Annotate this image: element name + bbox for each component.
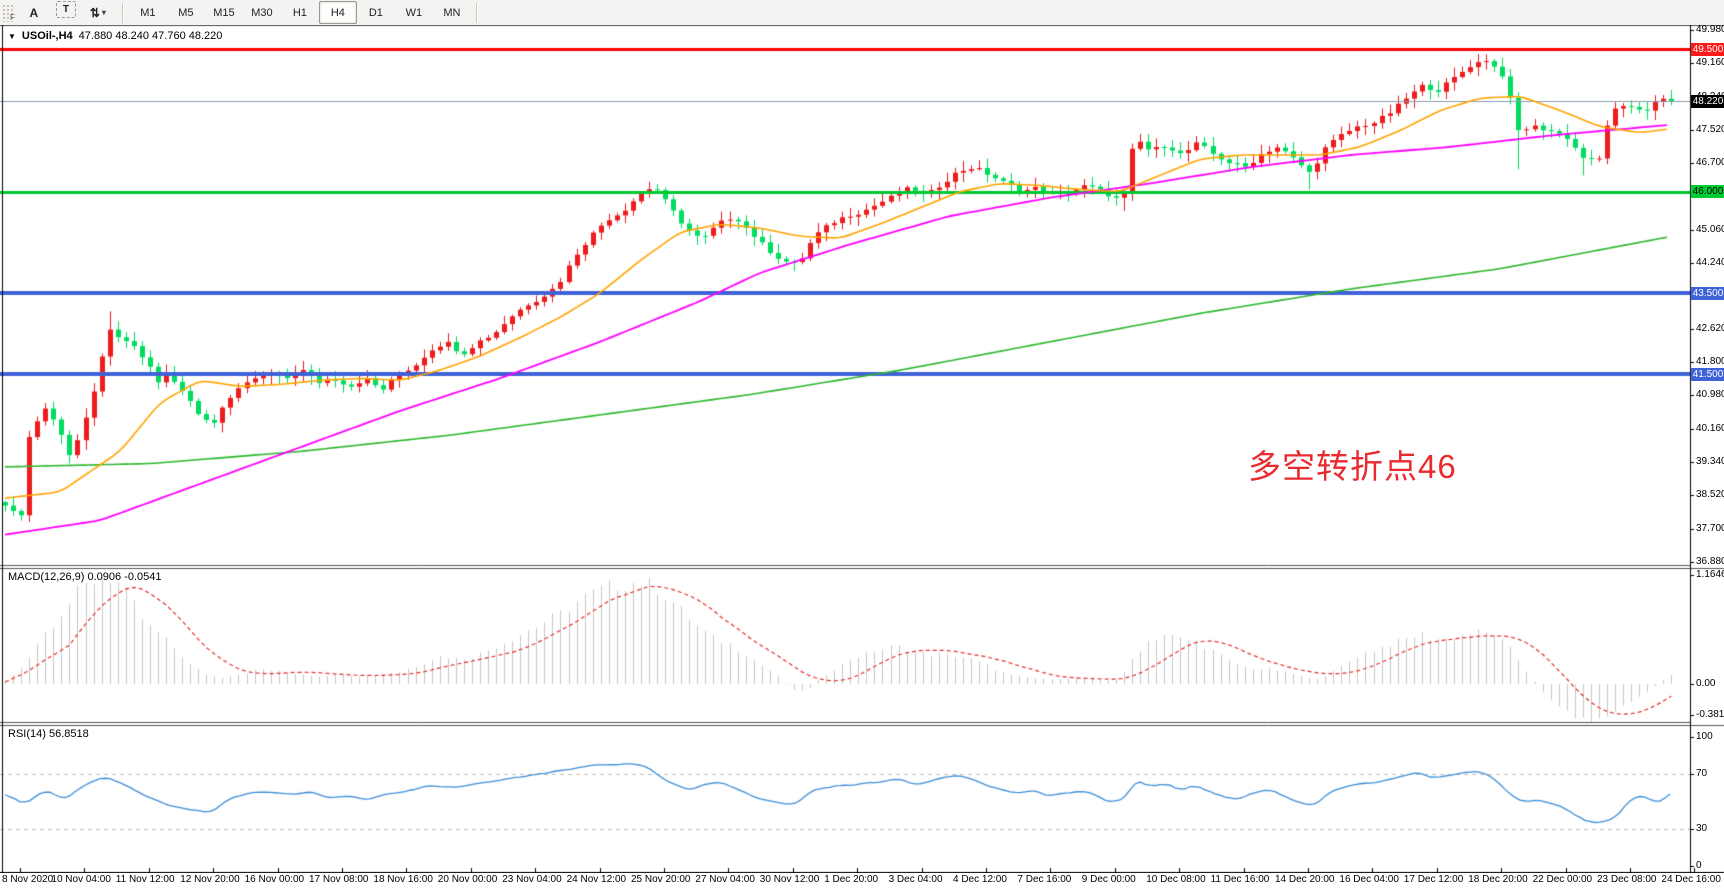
time-axis-label: 7 Dec 16:00 [1017,874,1072,885]
price-tick-label: 49.160 [1696,57,1724,69]
price-level-badge: 48.220 [1691,94,1724,108]
time-axis[interactable]: 8 Nov 2020 10 Nov 04:00 11 Nov 12:00 12 Nov… [0,874,1724,893]
dropdown-caret-icon[interactable]: ▾ [101,8,106,17]
rsi-axis-label: 0 [1696,860,1702,871]
time-axis-label: 8 Nov 2020 [2,874,54,885]
chart-annotation: 多空转折点46 [1248,448,1457,485]
toolbar-separator [475,2,478,23]
price-level-badge: 49.500 [1691,42,1724,56]
price-level-badge: 43.500 [1691,286,1724,300]
price-level-badge: 46.000 [1691,185,1724,199]
macd-pane-label: MACD(12,26,9) 0.0906 -0.0541 [8,571,162,583]
macd-axis-label: -0.3812 [1696,709,1724,720]
time-axis-label: 12 Nov 20:00 [180,874,240,885]
time-axis-label: 16 Nov 00:00 [244,874,305,885]
font-tool-icon[interactable]: A [29,5,39,20]
rsi-axis-label: 70 [1696,768,1708,780]
price-tick-label: 42.620 [1696,322,1724,334]
macd-axis-label: 0.00 [1696,678,1716,689]
time-axis-label: 22 Dec 00:00 [1532,874,1593,885]
time-axis-label: 14 Dec 20:00 [1275,874,1335,885]
price-axis[interactable]: 49.98049.16048.34047.52046.70045.88045.0… [1691,24,1724,873]
price-level-badge: 41.500 [1691,367,1724,381]
toolbar-grip-label: F [10,13,15,22]
timeframe-button-m15[interactable]: M15 [213,6,235,19]
toolbar-separator [121,2,124,23]
price-tick-label: 37.700 [1696,522,1724,534]
time-axis-label: 17 Dec 12:00 [1403,874,1464,885]
rsi-axis-label: 30 [1696,822,1708,834]
price-tick-label: 44.240 [1696,257,1724,269]
chart-title: ▼ USOil-,H4 47.880 48.240 47.760 48.220 [8,30,222,42]
timeframe-button-h4[interactable]: H4 [318,1,357,24]
arrow-objects-icon[interactable]: ⇅ ▾ [89,5,106,20]
time-axis-label: 11 Dec 16:00 [1210,874,1270,885]
rsi-axis-label: 100 [1696,731,1713,742]
time-axis-label: 11 Nov 12:00 [115,874,175,885]
toolbar: F A T ⇅ ▾ M1 M5 M15 M30 H1 H4 D1 W1 MN [0,0,1724,26]
rsi-pane-label: RSI(14) 56.8518 [8,728,89,740]
price-tick-label: 36.880 [1696,555,1724,567]
timeframe-button-w1[interactable]: W1 [405,6,423,19]
time-axis-label: 18 Dec 20:00 [1468,874,1528,885]
timeframe-buttons-group: M1 M5 M15 M30 H1 H4 D1 W1 MN [129,1,471,24]
price-tick-label: 45.060 [1696,223,1724,235]
time-axis-label: 3 Dec 04:00 [888,874,943,885]
time-axis-label: 10 Nov 04:00 [51,874,111,885]
time-axis-label: 20 Nov 00:00 [437,874,498,885]
tool-icons-group: A T ⇅ ▾ [15,1,117,24]
timeframe-button-m30[interactable]: M30 [251,6,273,19]
price-tick-label: 41.800 [1696,356,1724,368]
rsi-label: RSI(14) [8,728,46,740]
time-axis-label: 10 Dec 08:00 [1146,874,1206,885]
time-axis-label: 18 Nov 16:00 [373,874,433,885]
time-axis-label: 23 Nov 04:00 [502,874,562,885]
price-tick-label: 39.340 [1696,455,1724,467]
time-axis-label: 9 Dec 00:00 [1081,874,1136,885]
symbol-dropdown-icon[interactable]: ▼ [8,31,16,41]
price-tick-label: 40.980 [1696,389,1724,401]
toolbar-grip-icon[interactable] [2,3,14,22]
time-axis-label: 4 Dec 12:00 [953,874,1007,885]
price-tick-label: 47.520 [1696,123,1724,135]
time-axis-label: 24 Dec 16:00 [1661,874,1721,885]
price-tick-label: 38.520 [1696,489,1724,501]
macd-label: MACD(12,26,9) [8,571,85,583]
rsi-value: 56.8518 [48,728,89,740]
price-tick-label: 49.980 [1696,24,1724,35]
price-tick-label: 40.160 [1696,422,1724,434]
time-axis-label: 1 Dec 20:00 [824,874,879,885]
time-axis-label: 16 Dec 04:00 [1339,874,1399,885]
time-axis-label: 23 Dec 08:00 [1597,874,1657,885]
text-label-tool-icon[interactable]: T [55,1,76,18]
price-tick-label: 46.700 [1696,157,1724,169]
symbol-label: USOil-,H4 [21,30,73,42]
timeframe-button-d1[interactable]: D1 [368,6,383,19]
time-axis-label: 17 Nov 08:00 [309,874,369,885]
time-axis-label: 24 Nov 12:00 [566,874,627,885]
chart-window: ▼ USOil-,H4 47.880 48.240 47.760 48.220 … [0,24,1724,893]
macd-axis-label: 1.1646 [1696,569,1724,580]
timeframe-button-m1[interactable]: M1 [140,6,156,19]
time-axis-label: 27 Nov 04:00 [695,874,755,885]
timeframe-button-h1[interactable]: H1 [292,6,307,19]
chart-canvas[interactable] [0,25,1724,873]
ohlc-values: 47.880 48.240 47.760 48.220 [78,30,223,42]
time-axis-label: 25 Nov 20:00 [631,874,691,885]
timeframe-button-mn[interactable]: MN [443,6,461,19]
timeframe-button-m5[interactable]: M5 [178,6,194,19]
macd-values: 0.0906 -0.0541 [87,571,162,583]
time-axis-label: 30 Nov 12:00 [759,874,820,885]
